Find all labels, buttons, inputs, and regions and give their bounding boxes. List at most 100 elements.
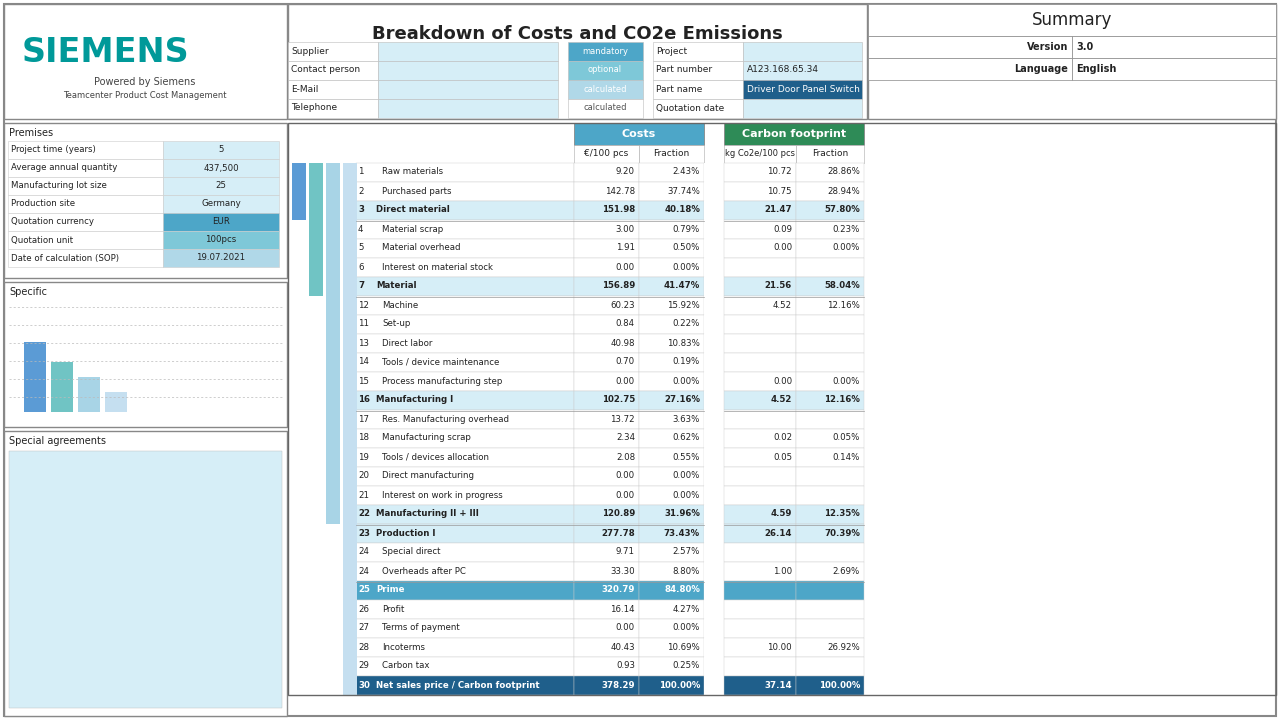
Bar — [704, 163, 724, 182]
Bar — [639, 410, 704, 429]
Text: Part name: Part name — [657, 84, 703, 94]
Text: 21.56: 21.56 — [764, 282, 792, 290]
Text: 40.43: 40.43 — [611, 642, 635, 652]
Text: 9.71: 9.71 — [616, 547, 635, 557]
Text: 6: 6 — [358, 263, 364, 271]
Text: 16.14: 16.14 — [611, 605, 635, 613]
Bar — [288, 80, 378, 99]
Text: 15.92%: 15.92% — [667, 300, 700, 310]
Bar — [356, 391, 573, 410]
Text: 0.25%: 0.25% — [672, 662, 700, 670]
Text: 0.00: 0.00 — [616, 472, 635, 480]
Bar — [356, 448, 573, 467]
Text: 84.80%: 84.80% — [664, 585, 700, 595]
Bar — [796, 657, 864, 676]
Bar — [163, 177, 279, 195]
Text: 13: 13 — [358, 338, 369, 348]
Bar — [288, 61, 378, 80]
Bar — [356, 524, 573, 543]
Text: 4.52: 4.52 — [773, 300, 792, 310]
Bar — [724, 562, 796, 581]
Bar — [704, 182, 724, 201]
Bar — [639, 676, 704, 695]
Bar — [639, 277, 704, 296]
Bar — [573, 448, 639, 467]
Text: Prime: Prime — [376, 585, 404, 595]
Bar — [639, 296, 704, 315]
Bar — [1073, 36, 1276, 58]
Bar — [163, 141, 279, 159]
Bar — [573, 220, 639, 239]
Bar — [704, 315, 724, 334]
Text: 22: 22 — [358, 510, 370, 518]
Text: 7: 7 — [358, 282, 364, 290]
Bar — [573, 182, 639, 201]
Text: Process manufacturing step: Process manufacturing step — [381, 377, 502, 385]
Text: Costs: Costs — [622, 129, 657, 139]
Bar — [796, 448, 864, 467]
Text: 0.50%: 0.50% — [672, 243, 700, 253]
Text: 26.14: 26.14 — [764, 528, 792, 538]
Bar — [704, 619, 724, 638]
Text: 0.02: 0.02 — [773, 433, 792, 443]
Bar — [796, 676, 864, 695]
Text: 5: 5 — [219, 145, 224, 155]
Bar — [573, 543, 639, 562]
Bar — [796, 353, 864, 372]
Bar — [742, 99, 861, 118]
Text: 3.00: 3.00 — [616, 225, 635, 233]
Text: Special agreements: Special agreements — [9, 436, 106, 446]
Bar — [704, 220, 724, 239]
Bar — [796, 505, 864, 524]
Text: 2: 2 — [358, 186, 364, 196]
Bar — [796, 600, 864, 619]
Text: Direct labor: Direct labor — [381, 338, 433, 348]
Text: 0.00: 0.00 — [616, 263, 635, 271]
Text: 10.69%: 10.69% — [667, 642, 700, 652]
Bar — [356, 258, 573, 277]
Bar — [868, 36, 1073, 58]
Bar — [724, 296, 796, 315]
Bar — [704, 410, 724, 429]
Bar — [356, 619, 573, 638]
Text: Raw materials: Raw materials — [381, 168, 443, 176]
Text: 0.00%: 0.00% — [832, 377, 860, 385]
Text: Specific: Specific — [9, 287, 47, 297]
Text: Manufacturing II + III: Manufacturing II + III — [376, 510, 479, 518]
Bar — [704, 600, 724, 619]
Bar — [704, 638, 724, 657]
Text: 10.75: 10.75 — [768, 186, 792, 196]
Bar — [163, 195, 279, 213]
Bar — [724, 638, 796, 657]
Bar — [796, 524, 864, 543]
Text: 0.14%: 0.14% — [832, 452, 860, 462]
Bar — [356, 429, 573, 448]
Bar — [356, 638, 573, 657]
Text: Incoterms: Incoterms — [381, 642, 425, 652]
Bar — [573, 391, 639, 410]
Text: 12.35%: 12.35% — [824, 510, 860, 518]
Text: 21.47: 21.47 — [764, 205, 792, 215]
Text: Profit: Profit — [381, 605, 404, 613]
Bar — [356, 239, 573, 258]
Bar — [796, 543, 864, 562]
Text: Premises: Premises — [9, 128, 54, 138]
Text: 0.00: 0.00 — [616, 624, 635, 632]
Text: Teamcenter Product Cost Management: Teamcenter Product Cost Management — [63, 91, 227, 101]
Text: EUR: EUR — [212, 217, 230, 227]
Text: 12.16%: 12.16% — [824, 395, 860, 405]
Bar — [639, 657, 704, 676]
Bar — [639, 562, 704, 581]
Bar — [724, 353, 796, 372]
Text: Fraction: Fraction — [653, 150, 689, 158]
Text: 40.98: 40.98 — [611, 338, 635, 348]
Text: 12.16%: 12.16% — [827, 300, 860, 310]
Text: Material: Material — [376, 282, 416, 290]
Bar — [163, 213, 279, 231]
Bar — [356, 581, 573, 600]
Text: 100pcs: 100pcs — [205, 235, 237, 245]
Text: 2.08: 2.08 — [616, 452, 635, 462]
Bar — [704, 562, 724, 581]
Text: Direct manufacturing: Direct manufacturing — [381, 472, 474, 480]
Text: 2.43%: 2.43% — [672, 168, 700, 176]
